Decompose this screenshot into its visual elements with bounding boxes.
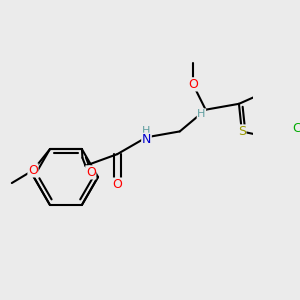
Text: O: O: [28, 164, 38, 177]
Text: H: H: [142, 126, 151, 136]
Text: H: H: [197, 109, 206, 119]
Text: S: S: [238, 125, 246, 138]
Text: O: O: [112, 178, 122, 191]
Text: O: O: [188, 78, 198, 91]
Text: O: O: [86, 166, 96, 179]
Text: N: N: [142, 133, 151, 146]
Text: Cl: Cl: [292, 122, 300, 135]
